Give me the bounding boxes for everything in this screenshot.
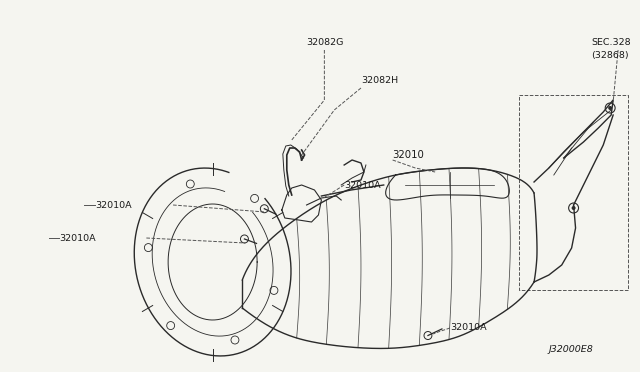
Text: 32010: 32010 <box>392 150 424 160</box>
Text: 32082H: 32082H <box>361 76 398 84</box>
Text: 32082G: 32082G <box>307 38 344 46</box>
Circle shape <box>572 206 575 210</box>
Text: SEC.328: SEC.328 <box>591 38 631 46</box>
Text: J32000E8: J32000E8 <box>549 346 594 355</box>
Text: 32010A: 32010A <box>60 234 96 243</box>
Text: 32010A: 32010A <box>344 180 381 189</box>
Text: 32010A: 32010A <box>95 201 132 209</box>
Text: 32010A: 32010A <box>450 324 486 333</box>
Text: (32868): (32868) <box>591 51 629 60</box>
Circle shape <box>608 106 612 110</box>
